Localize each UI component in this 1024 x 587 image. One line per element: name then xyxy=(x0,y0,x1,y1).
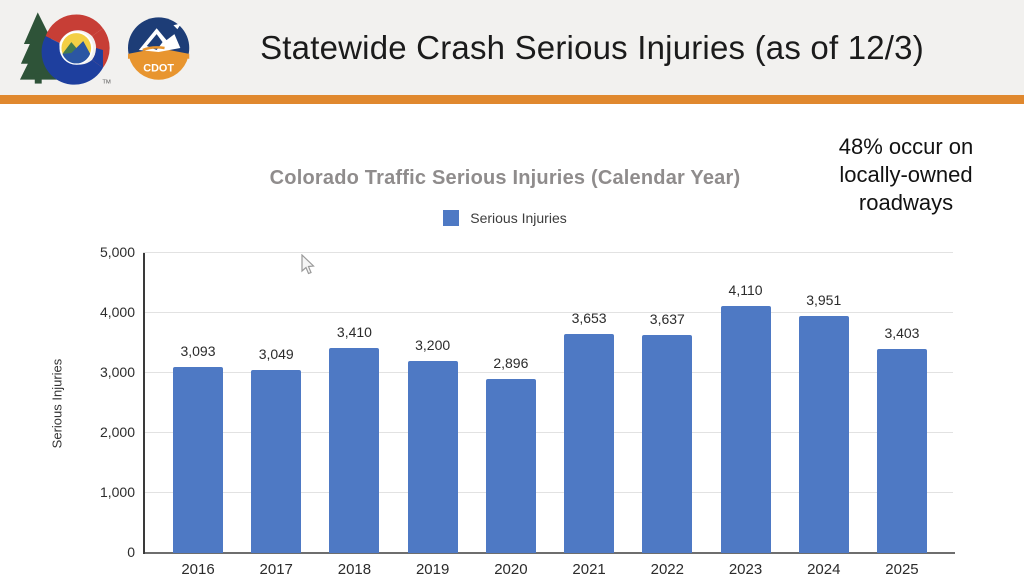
bar-value-label: 3,637 xyxy=(649,310,685,327)
chart-legend: Serious Injuries xyxy=(145,210,865,226)
bar-value-label: 3,093 xyxy=(180,343,216,360)
legend-label: Serious Injuries xyxy=(470,210,567,226)
x-tick-label: 2018 xyxy=(337,561,372,578)
logo-group: TM CDOT xyxy=(0,10,190,86)
bar xyxy=(876,348,927,553)
y-tick-label: 4,000 xyxy=(99,304,135,320)
bar xyxy=(564,333,615,553)
y-axis-title: Serious Injuries xyxy=(49,358,65,449)
bar-value-label: 3,410 xyxy=(336,324,372,341)
bar-value-label: 4,110 xyxy=(728,282,763,299)
slide-title: Statewide Crash Serious Injuries (as of … xyxy=(260,28,924,66)
legend-swatch-icon xyxy=(443,210,460,226)
bar xyxy=(173,367,223,553)
gridline xyxy=(143,432,953,433)
x-tick-label: 2019 xyxy=(415,561,450,578)
bar xyxy=(329,348,380,553)
bar xyxy=(720,306,771,553)
x-tick-label: 2020 xyxy=(494,561,528,578)
bar xyxy=(485,379,536,553)
x-tick-label: 2023 xyxy=(728,561,763,578)
colorado-trademark: TM xyxy=(102,79,111,85)
y-tick-label: 5,000 xyxy=(99,244,135,260)
y-tick-label: 2,000 xyxy=(99,424,135,440)
y-tick-label: 3,000 xyxy=(99,364,135,380)
accent-divider xyxy=(0,95,1024,104)
header: TM CDOT Statewide Crash Serious Injuries… xyxy=(0,0,1024,95)
x-tick-label: 2017 xyxy=(259,561,293,578)
bar xyxy=(407,361,458,553)
bar-value-label: 3,653 xyxy=(571,309,607,326)
cdot-logo-label: CDOT xyxy=(143,62,174,74)
x-axis-baseline xyxy=(143,552,955,554)
annotation-line-3: roadways xyxy=(858,190,954,215)
annotation-line-2: locally-owned xyxy=(839,162,973,187)
bar xyxy=(642,334,693,553)
colorado-state-logo-icon: TM xyxy=(19,11,111,85)
bar xyxy=(798,315,849,553)
bar-value-label: 3,200 xyxy=(415,337,451,353)
x-tick-label: 2025 xyxy=(885,561,919,578)
annotation-note: 48% occur on locally-owned roadways xyxy=(806,133,1006,217)
y-tick-label: 0 xyxy=(127,544,135,560)
bar-value-label: 3,403 xyxy=(884,324,920,341)
x-tick-label: 2021 xyxy=(572,561,606,578)
bar-value-label: 3,049 xyxy=(258,346,294,363)
annotation-line-1: 48% occur on xyxy=(838,134,974,159)
bar-value-label: 2,896 xyxy=(493,355,529,372)
gridline xyxy=(143,312,953,313)
cdot-logo-icon: CDOT xyxy=(127,16,190,80)
x-tick-label: 2016 xyxy=(181,561,215,578)
chart-title: Colorado Traffic Serious Injuries (Calen… xyxy=(269,167,741,189)
gridline xyxy=(143,492,953,493)
bar-value-label: 3,951 xyxy=(806,291,842,308)
y-tick-label: 1,000 xyxy=(99,484,135,500)
gridline xyxy=(143,372,953,373)
x-tick-label: 2024 xyxy=(807,561,841,578)
gridline xyxy=(143,252,953,253)
x-tick-label: 2022 xyxy=(650,561,684,578)
y-axis-line xyxy=(143,253,145,554)
bar xyxy=(251,370,302,553)
mouse-cursor-icon xyxy=(301,254,315,275)
